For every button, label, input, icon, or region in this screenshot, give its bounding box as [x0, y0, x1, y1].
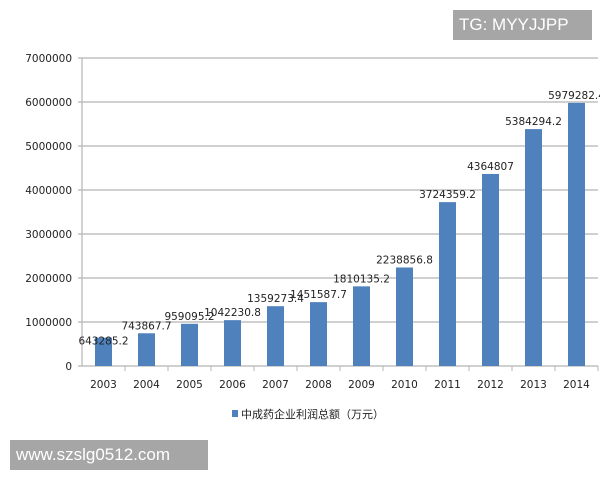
data-label-2006: 1042230.8 [204, 307, 261, 319]
x-tick-label: 2008 [305, 379, 332, 391]
x-tick-label: 2013 [520, 379, 547, 391]
bar-2014 [568, 102, 585, 367]
data-label-2008: 1451587.7 [290, 289, 347, 301]
data-label-2004: 743867.7 [121, 320, 171, 332]
y-tick-label: 7000000 [25, 53, 72, 65]
x-tick-label: 2004 [133, 379, 160, 391]
y-tick-label: 6000000 [25, 97, 72, 109]
x-tick-label: 2003 [90, 379, 117, 391]
x-tick-label: 2012 [477, 379, 504, 391]
x-tick-label: 2009 [348, 379, 375, 391]
bar-2007 [267, 306, 284, 366]
y-tick-label: 5000000 [25, 141, 72, 153]
data-label-2010: 2238856.8 [376, 254, 433, 266]
bar-2012 [482, 173, 499, 366]
x-tick-label: 2011 [434, 379, 461, 391]
y-tick-label: 2000000 [25, 273, 72, 285]
data-label-2003: 643285.2 [78, 336, 128, 348]
bar-2013 [525, 129, 542, 366]
legend-swatch [232, 410, 238, 417]
bar-2011 [439, 202, 456, 366]
data-label-2005: 959095.2 [164, 311, 214, 323]
x-tick-label: 2006 [219, 379, 246, 391]
x-tick-label: 2007 [262, 379, 289, 391]
data-label-2011: 3724359.2 [419, 189, 476, 201]
legend-label: 中成药企业利润总额（万元） [241, 407, 384, 421]
y-tick-label: 3000000 [25, 229, 72, 241]
y-tick-label: 1000000 [25, 317, 72, 329]
x-tick-label: 2014 [563, 379, 590, 391]
bar-2008 [310, 302, 327, 366]
bar-2005 [181, 323, 198, 366]
data-label-2012: 4364807 [467, 161, 514, 173]
bar-2006 [224, 320, 241, 366]
bar-2004 [138, 333, 155, 366]
watermark-bottom: www.szslg0512.com [10, 440, 208, 470]
y-tick-label: 4000000 [25, 185, 72, 197]
watermark-top: TG: MYYJJPP [453, 10, 592, 40]
y-tick-label: 0 [65, 361, 72, 373]
bar-2009 [353, 286, 370, 366]
data-label-2014: 5979282.4 [548, 90, 600, 102]
x-tick-label: 2005 [176, 379, 203, 391]
data-label-2013: 5384294.2 [505, 116, 562, 128]
data-label-2009: 1810135.2 [333, 273, 390, 285]
bar-2010 [396, 267, 413, 366]
data-label-2007: 1359273.4 [247, 293, 304, 305]
x-tick-label: 2010 [391, 379, 418, 391]
bar-2003 [95, 337, 112, 366]
